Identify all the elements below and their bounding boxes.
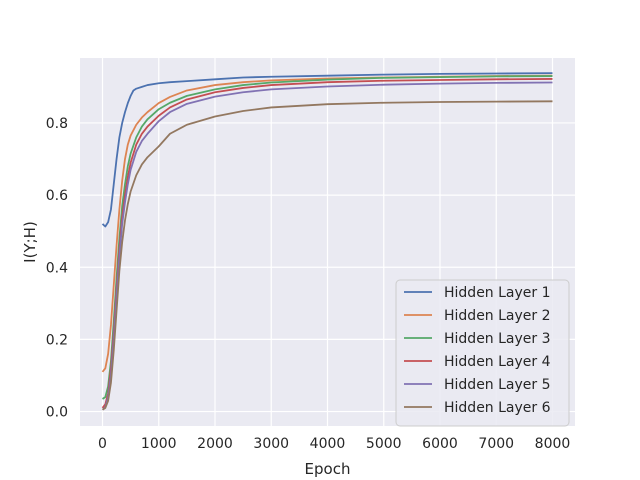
y-axis-label: I(Y;H)	[21, 221, 39, 263]
y-tick-label: 0.2	[46, 332, 68, 348]
x-tick-label: 3000	[253, 436, 289, 452]
legend-label: Hidden Layer 2	[444, 308, 551, 324]
x-tick-label: 0	[98, 436, 107, 452]
series-line	[102, 100, 553, 411]
x-axis-label: Epoch	[305, 460, 351, 478]
x-tick-label: 1000	[141, 436, 177, 452]
y-tick-label: 0.8	[46, 116, 68, 132]
y-tick-label: 0.6	[46, 188, 68, 204]
tick-labels: 0 1000 2000 3000 4000 5000 6000 7000 8000 0.0 0.2 0…	[46, 116, 571, 452]
legend-box	[395, 279, 570, 427]
legend-label: Hidden Layer 4	[444, 354, 551, 370]
y-tick-label: 0.4	[46, 260, 68, 276]
x-tick-label: 7000	[478, 436, 514, 452]
x-tick-label: 5000	[366, 436, 402, 452]
legend-label: Hidden Layer 6	[444, 400, 551, 416]
x-tick-label: 2000	[197, 436, 233, 452]
legend-label: Hidden Layer 1	[444, 285, 551, 301]
legend-label: Hidden Layer 3	[444, 331, 551, 347]
x-tick-label: 4000	[310, 436, 346, 452]
series-line	[101, 74, 553, 373]
series-lines	[101, 72, 553, 411]
series-line	[101, 72, 553, 228]
legend: Hidden Layer 1 Hidden Layer 2 Hidden Layer…	[395, 279, 570, 427]
x-tick-label: 8000	[535, 436, 571, 452]
legend-label: Hidden Layer 5	[444, 377, 551, 393]
y-tick-label: 0.0	[46, 405, 68, 421]
x-tick-label: 6000	[422, 436, 458, 452]
